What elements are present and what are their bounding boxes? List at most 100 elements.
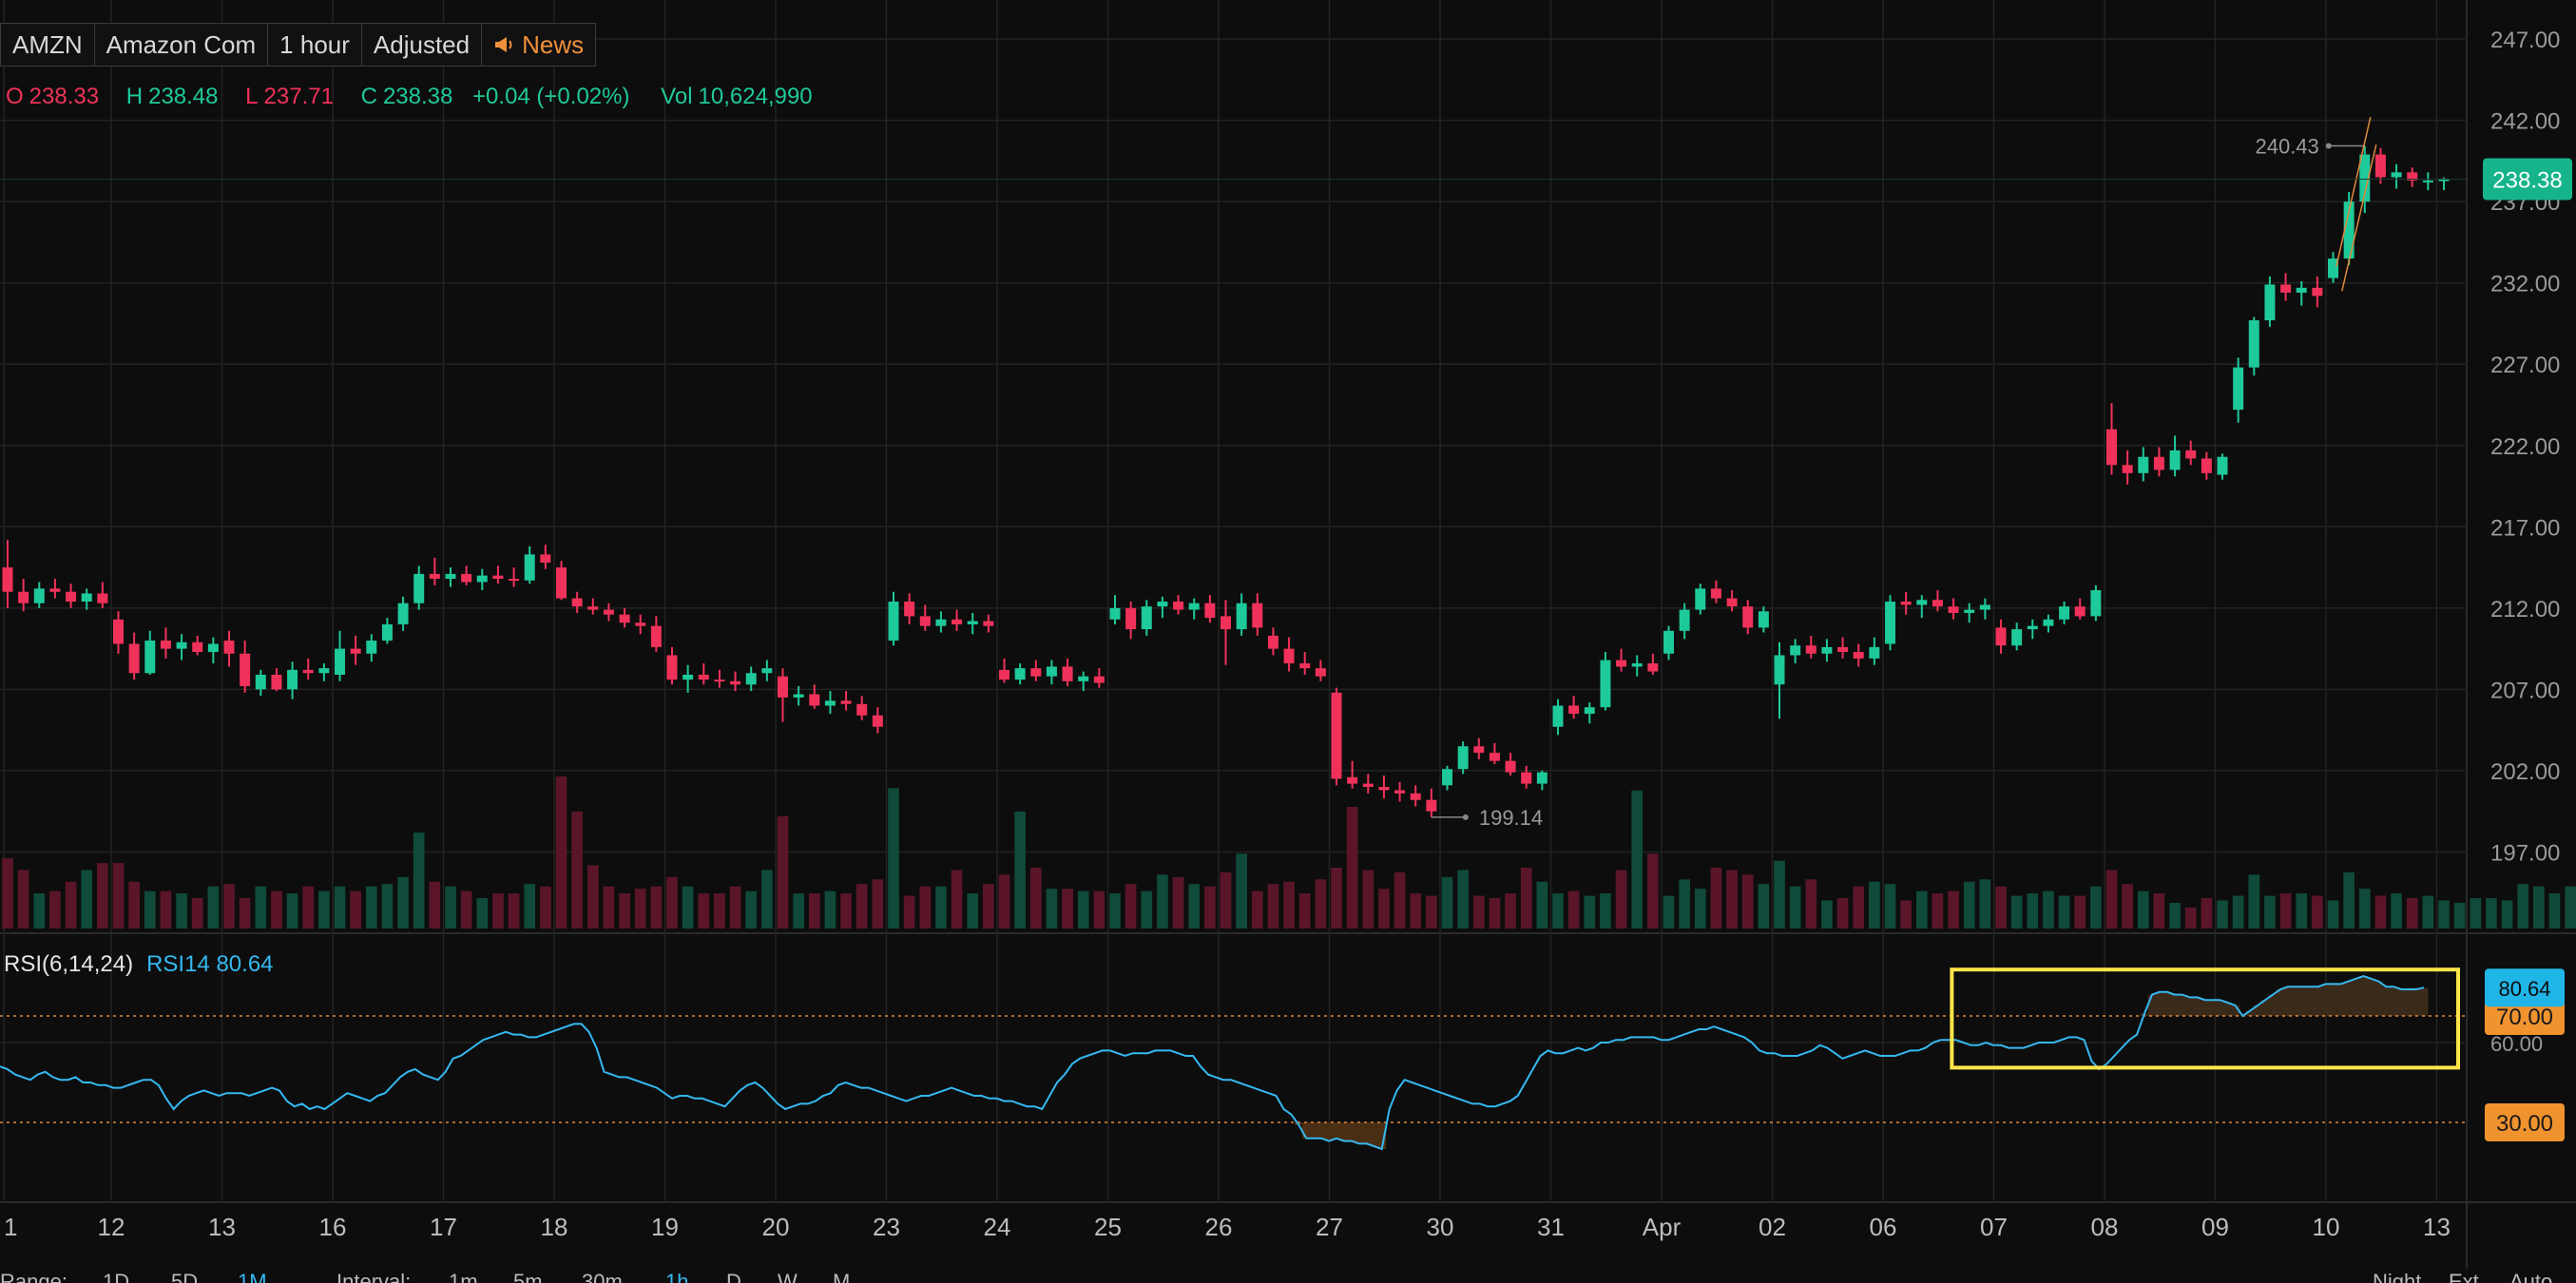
candle-body	[97, 593, 108, 603]
candle-body	[1109, 607, 1121, 620]
time-tick-label: 26	[1205, 1213, 1233, 1241]
interval-label: Interval:	[336, 1270, 412, 1283]
candle-body	[2027, 625, 2038, 630]
volume-bar	[2090, 886, 2102, 929]
rsi-name[interactable]: RSI(6,14,24)	[4, 951, 134, 977]
volume-bar	[1141, 890, 1153, 929]
candle-body	[1900, 601, 1912, 605]
interval-1h[interactable]: 1h	[665, 1270, 689, 1283]
candle-body	[2391, 172, 2402, 178]
time-tick-label: 27	[1316, 1213, 1343, 1241]
range-1d[interactable]: 1D	[103, 1270, 130, 1283]
candle-body	[335, 648, 345, 675]
interval-button[interactable]: 1 hour	[268, 24, 362, 66]
night-toggle[interactable]: Night	[2373, 1270, 2422, 1283]
time-tick-label: 18	[541, 1213, 568, 1241]
volume-bar	[1600, 893, 1611, 929]
candle-body	[682, 674, 694, 680]
ext-toggle[interactable]: Ext	[2449, 1270, 2479, 1283]
candle-body	[461, 573, 472, 583]
candle-body	[698, 674, 709, 680]
candle-body	[1584, 707, 1595, 715]
candle-body	[919, 616, 931, 626]
candle-body	[1014, 668, 1026, 680]
interval-1m[interactable]: 1m	[449, 1270, 478, 1283]
volume-bar	[1710, 868, 1722, 929]
channel-line	[2336, 117, 2372, 267]
volume-bar	[97, 863, 108, 929]
volume-bar	[81, 870, 93, 929]
time-tick-label: 23	[873, 1213, 900, 1241]
rsi-reference-label: 70.00	[2496, 1005, 2553, 1030]
rsi-reference-badge	[2485, 1103, 2565, 1141]
candle-body	[2438, 179, 2450, 182]
volume-bar	[1774, 860, 1785, 929]
candle-body	[856, 703, 868, 716]
time-tick-label: 08	[2091, 1213, 2119, 1241]
price-tick-label: 217.00	[2490, 515, 2560, 541]
volume-bar	[714, 893, 725, 929]
rsi-tick-label: 60.00	[2490, 1032, 2543, 1056]
company-name[interactable]: Amazon Com	[95, 24, 269, 66]
time-tick-label: 17	[430, 1213, 457, 1241]
volume-bar	[2010, 895, 2023, 929]
candle-body	[1442, 769, 1452, 786]
volume-bar	[2043, 890, 2054, 929]
interval-w[interactable]: W	[778, 1270, 798, 1283]
volume-bar	[191, 898, 203, 929]
volume-bar	[2517, 884, 2529, 929]
volume-bar	[2374, 895, 2387, 929]
candle-body	[967, 621, 978, 624]
symbol-button[interactable]: AMZN	[1, 24, 95, 66]
candle-body	[778, 676, 788, 698]
range-1m[interactable]: 1M	[238, 1270, 267, 1283]
volume-bar	[1884, 884, 1896, 929]
volume-bar	[1157, 874, 1168, 929]
close-value: 238.38	[382, 84, 453, 109]
candle-body	[2043, 619, 2054, 626]
interval-d[interactable]: D	[726, 1270, 741, 1283]
close-label: C	[360, 84, 377, 109]
candle-body	[840, 700, 852, 704]
volume-bar	[2296, 893, 2308, 929]
volume-bar	[334, 886, 346, 929]
candle-body	[128, 643, 140, 674]
volume-bar	[682, 886, 694, 929]
interval-30m[interactable]: 30m	[582, 1270, 623, 1283]
candle-body	[2328, 259, 2338, 278]
volume-bar	[176, 893, 187, 929]
change-value: +0.04 (+0.02%)	[472, 84, 630, 109]
volume-bar	[1267, 884, 1279, 929]
volume-bar	[2122, 884, 2133, 929]
volume-bar	[1236, 853, 1247, 929]
auto-toggle[interactable]: Auto	[2509, 1270, 2553, 1283]
candle-body	[952, 619, 963, 624]
volume-bar	[1204, 886, 1216, 929]
volume-bar	[2169, 902, 2181, 929]
news-button[interactable]: News	[482, 24, 595, 66]
volume-bar	[2232, 895, 2244, 929]
volume-bar	[1505, 893, 1516, 929]
range-5d[interactable]: 5D	[171, 1270, 199, 1283]
volume-bar	[112, 863, 125, 929]
volume-bar	[1805, 879, 1817, 929]
volume-bar	[2453, 902, 2466, 929]
time-tick-label: Apr	[1643, 1213, 1682, 1241]
volume-bar	[1631, 790, 1644, 929]
candle-body	[144, 641, 156, 674]
volume-bar	[745, 890, 758, 929]
candle-body	[1631, 663, 1643, 667]
time-tick-label: 20	[762, 1213, 790, 1241]
volume-bar	[1410, 893, 1422, 929]
volume-bar	[2248, 874, 2260, 929]
interval-m[interactable]: M	[833, 1270, 851, 1283]
volume-bar	[1283, 881, 1295, 929]
volume-bar	[2533, 886, 2545, 929]
adjusted-button[interactable]: Adjusted	[362, 24, 483, 66]
interval-5m[interactable]: 5m	[513, 1270, 543, 1283]
candle-body	[603, 609, 614, 615]
rsi-value-badge-label: 80.64	[2498, 977, 2550, 1001]
time-tick-label: 12	[98, 1213, 125, 1241]
candle-body	[1078, 676, 1089, 681]
